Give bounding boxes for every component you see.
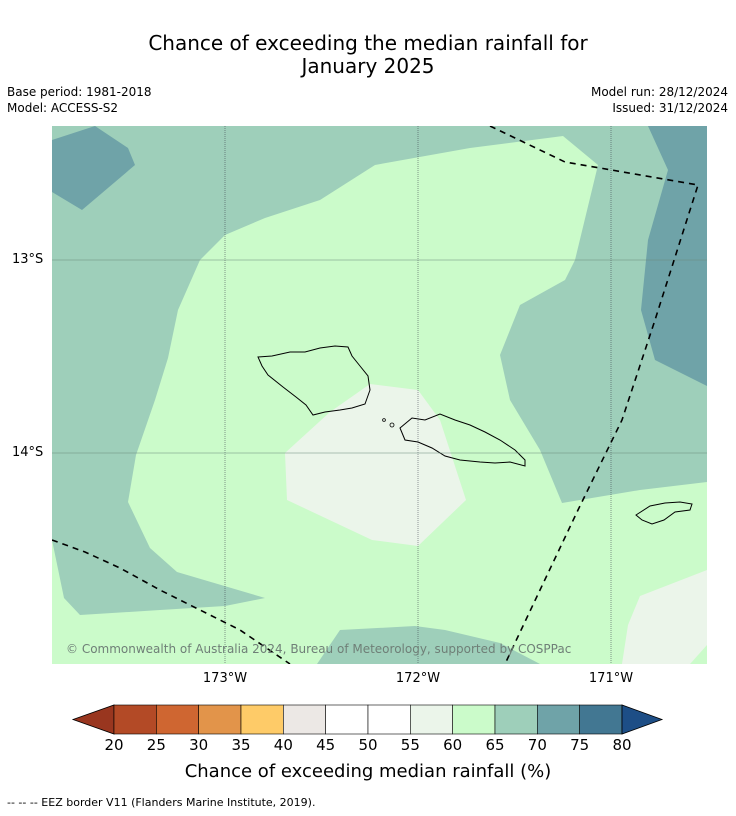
colorbar-segment bbox=[198, 704, 242, 735]
model-name: Model: ACCESS-S2 bbox=[7, 101, 119, 115]
colorbar-segment bbox=[367, 704, 411, 735]
contour-55-60-samoa bbox=[285, 384, 466, 546]
upolu-island bbox=[399, 413, 526, 467]
colorbar-under-arrow bbox=[71, 704, 115, 735]
base-period: Base period: 1981-2018 bbox=[7, 85, 152, 99]
colorbar-tick-label: 35 bbox=[231, 736, 251, 754]
colorbar-segment bbox=[283, 704, 326, 735]
colorbar-segment bbox=[537, 704, 580, 735]
lon-label-172w: 172°W bbox=[395, 671, 441, 686]
colorbar-tick-label: 75 bbox=[570, 736, 590, 754]
eez-legend-footnote: -- -- -- EEZ border V11 (Flanders Marine… bbox=[7, 796, 316, 809]
islet-2 bbox=[389, 422, 395, 428]
colorbar-tick-label: 65 bbox=[485, 736, 505, 754]
colorbar-tick-label: 45 bbox=[316, 736, 336, 754]
colorbar-segment bbox=[325, 704, 369, 735]
colorbar-over-arrow bbox=[621, 704, 664, 735]
colorbar-segment bbox=[494, 704, 538, 735]
tutuila-island bbox=[635, 501, 693, 525]
colorbar-segment bbox=[579, 704, 623, 735]
colorbar-segment bbox=[113, 704, 157, 735]
colorbar-segment bbox=[410, 704, 453, 735]
lon-label-173w: 173°W bbox=[202, 671, 248, 686]
colorbar-tick-label: 80 bbox=[612, 736, 632, 754]
graticule bbox=[52, 126, 707, 664]
eez-border bbox=[52, 126, 700, 664]
issued-date: Issued: 31/12/2024 bbox=[612, 101, 728, 115]
map-title-line1: Chance of exceeding the median rainfall … bbox=[148, 31, 588, 55]
lat-label-13s: 13°S bbox=[12, 252, 44, 267]
contour-55-60-southeast bbox=[622, 570, 707, 664]
colorbar-tick-label: 70 bbox=[527, 736, 547, 754]
colorbar-tick-label: 30 bbox=[189, 736, 209, 754]
colorbar-segment bbox=[452, 704, 496, 735]
colorbar-segment bbox=[156, 704, 199, 735]
lon-label-171w: 171°W bbox=[588, 671, 634, 686]
colorbar-title: Chance of exceeding median rainfall (%) bbox=[184, 761, 552, 782]
colorbar-tick-label: 25 bbox=[146, 736, 166, 754]
colorbar-tick-label: 40 bbox=[273, 736, 293, 754]
lat-label-14s: 14°S bbox=[12, 445, 44, 460]
contour-70-75-northwest bbox=[52, 126, 135, 210]
colorbar bbox=[71, 704, 664, 735]
map-title-line2: January 2025 bbox=[301, 54, 435, 78]
model-run: Model run: 28/12/2024 bbox=[590, 85, 728, 99]
copyright-notice: © Commonwealth of Australia 2024, Bureau… bbox=[66, 642, 571, 656]
colorbar-tick-label: 60 bbox=[443, 736, 463, 754]
colorbar-tick-label: 20 bbox=[104, 736, 124, 754]
colorbar-segment bbox=[240, 704, 284, 735]
colorbar-tick-label: 55 bbox=[400, 736, 420, 754]
islet-1 bbox=[382, 418, 386, 422]
savaii-island bbox=[257, 345, 371, 416]
colorbar-tick-label: 50 bbox=[358, 736, 378, 754]
rainfall-map: © Commonwealth of Australia 2024, Bureau… bbox=[52, 126, 707, 664]
contour-70-75-east bbox=[641, 126, 707, 386]
